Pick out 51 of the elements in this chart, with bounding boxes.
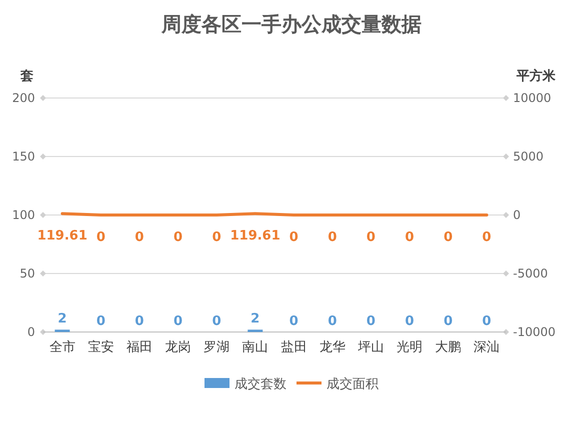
data-label: 0 [444, 230, 453, 245]
x-tick-label: 宝安 [88, 339, 114, 355]
x-tick-label: 坪山 [356, 340, 384, 355]
y2-tick-label: -10000 [513, 325, 556, 339]
y2-tick-label: 0 [513, 208, 521, 222]
data-label: 0 [482, 314, 492, 329]
x-tick-label: 福田 [126, 340, 152, 355]
data-label: 0 [328, 230, 337, 245]
data-label: 0 [134, 314, 144, 329]
data-label: 0 [328, 314, 337, 329]
data-label: 0 [174, 314, 183, 329]
y-axis-title: 套 [20, 69, 34, 84]
x-tick-label: 盐田 [280, 340, 307, 355]
data-label: 0 [174, 230, 183, 245]
x-tick-label: 光明 [396, 340, 423, 355]
data-label: 0 [96, 314, 106, 329]
data-label: 0 [482, 230, 492, 245]
data-label: 0 [134, 230, 144, 245]
data-label: 119.61 [37, 228, 88, 244]
y-tick-label: 150 [12, 150, 35, 164]
x-tick-label: 全市 [49, 340, 76, 355]
data-label: 0 [96, 230, 106, 245]
y2-tick-label: 10000 [513, 91, 552, 105]
data-label: 119.61 [230, 228, 280, 244]
x-tick-label: 龙岗 [165, 340, 192, 355]
y2-tick-label: -5000 [513, 266, 548, 280]
x-tick-label: 罗湖 [204, 340, 230, 355]
data-label: 0 [212, 314, 222, 329]
data-label: 0 [405, 230, 414, 245]
x-tick-label: 深汕 [474, 340, 500, 355]
data-label: 0 [289, 230, 298, 245]
y-tick-label: 100 [12, 208, 35, 222]
data-label: 2 [58, 312, 67, 327]
legend-label: 成交套数 [234, 376, 286, 392]
y-tick-label: 50 [20, 266, 35, 280]
data-label: 2 [250, 312, 260, 327]
legend-label: 成交面积 [326, 376, 378, 392]
x-tick-label: 龙华 [319, 340, 346, 355]
data-label: 0 [212, 230, 222, 245]
y2-axis-title: 平方米 [516, 68, 556, 84]
x-tick-label: 大鹏 [435, 340, 462, 355]
data-label: 0 [366, 230, 376, 245]
data-label: 0 [289, 314, 298, 329]
data-label: 0 [444, 314, 453, 329]
y-tick-label: 200 [12, 91, 35, 105]
data-label: 0 [366, 314, 376, 329]
data-label: 0 [405, 314, 414, 329]
x-tick-label: 南山 [242, 340, 268, 355]
y-tick-label: 0 [27, 325, 35, 339]
chart-title: 周度各区一手办公成交量数据 [160, 12, 422, 36]
y2-tick-label: 5000 [513, 150, 544, 164]
